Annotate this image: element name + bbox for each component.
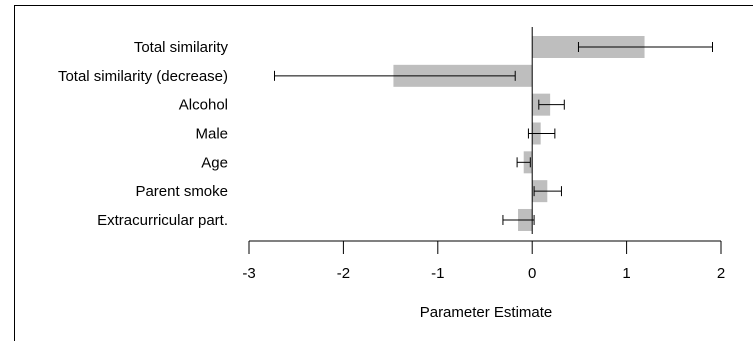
category-label: Extracurricular part. [97,212,228,229]
category-label: Male [195,125,228,142]
x-tick-label: 0 [528,265,536,282]
category-label: Parent smoke [135,183,228,200]
x-tick-label: -2 [337,265,350,282]
x-tick-label: -3 [242,265,255,282]
x-axis-title: Parameter Estimate [420,304,553,321]
x-tick-label: 2 [717,265,725,282]
x-tick-label: -1 [431,265,444,282]
category-label: Total similarity [134,39,229,56]
category-label: Total similarity (decrease) [58,68,228,85]
x-tick-label: 1 [622,265,630,282]
category-label: Alcohol [179,97,228,114]
category-label: Age [201,154,228,171]
